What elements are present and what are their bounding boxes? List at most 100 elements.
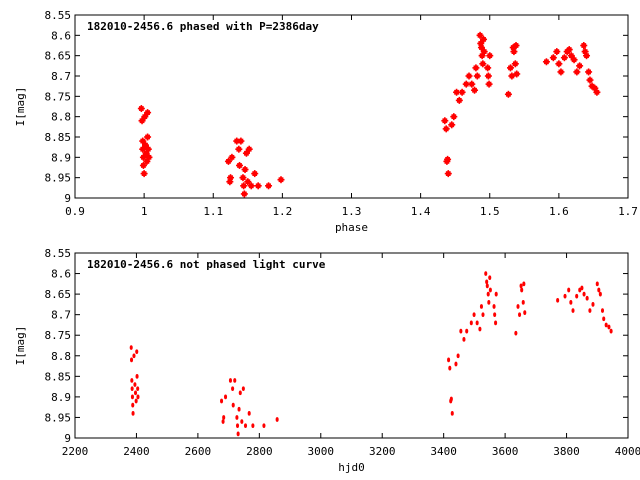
y-tick-label: 8.75 [45, 90, 72, 103]
data-point [585, 295, 589, 301]
data-point [139, 137, 147, 145]
data-point [468, 80, 476, 88]
plot-frame [74, 252, 629, 439]
data-point [494, 320, 498, 326]
plot-frame [74, 14, 629, 199]
x-tick-label: 3000 [308, 445, 335, 458]
data-point [240, 190, 248, 198]
data-point [595, 281, 599, 287]
data-point [277, 176, 285, 184]
data-point [454, 361, 458, 367]
data-point [488, 287, 492, 293]
data-point [479, 60, 487, 68]
data-point [478, 326, 482, 332]
x-tick-label: 1.1 [203, 205, 223, 218]
data-point [476, 31, 484, 39]
x-tick-label: 2600 [185, 445, 212, 458]
data-point [588, 308, 592, 313]
x-tick-label: 1.3 [342, 205, 362, 218]
data-point [567, 52, 575, 60]
data-point [262, 423, 266, 429]
data-point [504, 90, 512, 98]
data-point [484, 72, 492, 80]
data-point [520, 287, 524, 293]
y-tick-label: 8.8 [51, 111, 71, 124]
x-tick-label: 0.9 [65, 205, 85, 218]
data-point [486, 52, 494, 60]
data-point [516, 304, 520, 309]
data-point [134, 398, 138, 404]
data-point [251, 170, 259, 178]
y-axis-label: I[mag] [14, 326, 27, 366]
data-point [129, 345, 133, 350]
plot-panel-phased: 0.9 1 1.1 1.2 1.3 1.4 1.5 1.6 1.7 8.55 8.6 8.65 8.7 8… [14, 9, 638, 234]
data-point [450, 410, 454, 416]
data-point [254, 182, 262, 190]
data-point [233, 378, 237, 383]
x-axis-label: hjd0 [338, 461, 365, 474]
data-point [459, 328, 463, 334]
data-point [448, 121, 456, 129]
data-point [235, 423, 240, 429]
y-tick-label: 8.6 [51, 29, 71, 42]
data-point [598, 291, 602, 297]
data-point [479, 304, 483, 309]
data-point [514, 330, 518, 336]
x-tick-label: 2200 [62, 445, 89, 458]
data-point [583, 52, 591, 60]
data-point [458, 88, 466, 96]
y-tick-label: 8.65 [45, 288, 72, 301]
data-point [465, 72, 473, 80]
data-point [137, 105, 145, 113]
data-point [586, 76, 594, 84]
data-point [571, 308, 575, 313]
data-point [236, 161, 244, 169]
data-point [221, 419, 225, 424]
data-point [511, 60, 519, 68]
data-point [508, 72, 516, 80]
x-tick-label: 3800 [553, 445, 580, 458]
x-tick-label: 2400 [123, 445, 150, 458]
y-tick-label: 8.6 [51, 268, 71, 281]
data-point [485, 283, 489, 289]
data-point [133, 390, 138, 396]
y-tick-label: 9 [64, 192, 71, 205]
data-point [275, 417, 279, 422]
data-point [480, 48, 488, 56]
data-point [512, 42, 520, 49]
data-point [569, 299, 573, 305]
plot-panel-unphased: 2200 2400 2600 2800 3000 3200 3400 3600 3800 4000… [14, 247, 640, 474]
data-point [472, 64, 480, 72]
data-point [486, 291, 490, 297]
x-tick-label: 2800 [246, 445, 273, 458]
data-point [135, 373, 139, 379]
data-point [522, 281, 526, 287]
data-point [130, 386, 134, 392]
x-tick-label: 1.5 [480, 205, 500, 218]
data-point [553, 48, 561, 56]
data-point [142, 141, 150, 149]
data-point [447, 357, 451, 363]
data-point [240, 419, 244, 424]
data-point [235, 415, 239, 420]
y-tick-label: 8.9 [51, 391, 71, 404]
data-point [477, 44, 485, 52]
data-point [591, 302, 595, 307]
data-point [565, 46, 573, 54]
data-point [573, 68, 581, 76]
data-point [513, 70, 521, 78]
data-point [475, 320, 479, 326]
data-point [444, 155, 452, 163]
data-point [136, 394, 140, 400]
data-point [138, 117, 146, 125]
data-point [563, 293, 567, 299]
x-tick-label: 3400 [430, 445, 457, 458]
data-point [247, 182, 255, 190]
data-point [585, 68, 593, 76]
data-point [494, 291, 498, 297]
data-point [228, 378, 232, 383]
data-point [570, 56, 578, 64]
data-point [242, 149, 250, 157]
x-tick-label: 1.4 [411, 205, 431, 218]
